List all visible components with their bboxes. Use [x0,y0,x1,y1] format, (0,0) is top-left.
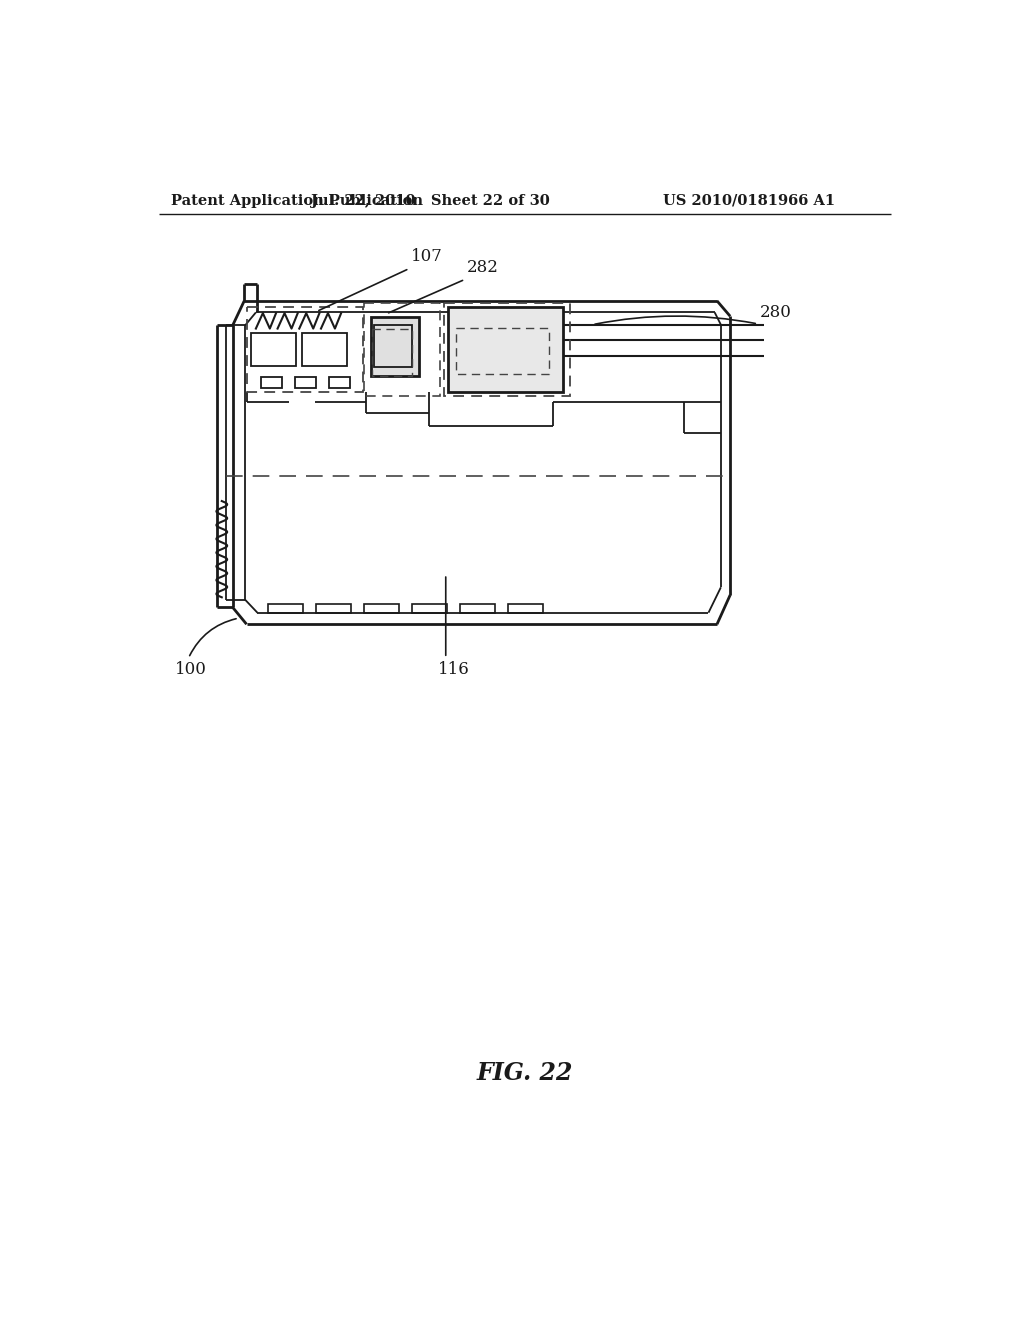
Bar [251,333,296,366]
Bar [295,378,316,388]
Bar [412,605,447,614]
Bar [260,378,283,388]
Bar [444,304,569,396]
Bar [364,605,399,614]
Bar [449,308,563,392]
Text: 107: 107 [411,248,442,265]
Bar [267,605,303,614]
Bar [456,327,549,374]
Bar [329,378,350,388]
Bar [247,308,362,392]
Text: 282: 282 [467,259,499,276]
Text: 116: 116 [438,661,470,678]
Bar [508,605,544,614]
Bar [372,329,413,376]
Bar [371,317,420,376]
Bar [302,333,347,366]
Text: 100: 100 [174,661,207,678]
Text: Patent Application Publication: Patent Application Publication [171,194,423,207]
Bar [374,325,413,367]
Text: Jul. 22, 2010   Sheet 22 of 30: Jul. 22, 2010 Sheet 22 of 30 [311,194,550,207]
Text: US 2010/0181966 A1: US 2010/0181966 A1 [663,194,835,207]
Text: FIG. 22: FIG. 22 [476,1061,573,1085]
Bar [315,605,351,614]
Bar [460,605,496,614]
Text: 280: 280 [760,304,792,321]
Bar [365,304,440,396]
